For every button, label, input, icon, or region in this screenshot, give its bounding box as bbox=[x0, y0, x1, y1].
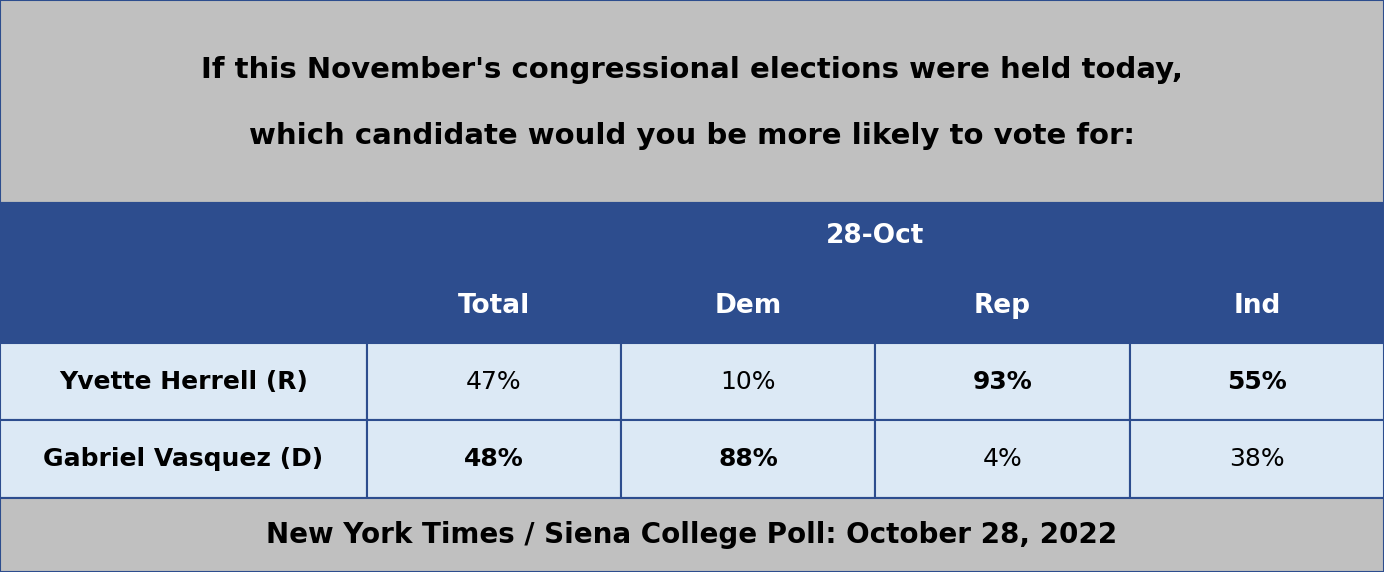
Text: 38%: 38% bbox=[1229, 447, 1284, 471]
Text: If this November's congressional elections were held today,: If this November's congressional electio… bbox=[201, 56, 1183, 84]
Bar bbox=[0, 420, 367, 498]
Bar bbox=[367, 269, 621, 343]
Bar bbox=[0, 203, 367, 269]
Text: Dem: Dem bbox=[714, 293, 782, 319]
Bar bbox=[367, 343, 621, 420]
Text: 10%: 10% bbox=[721, 370, 776, 394]
Bar bbox=[0, 0, 1384, 203]
Bar bbox=[1129, 420, 1384, 498]
Bar bbox=[1129, 343, 1384, 420]
Text: Ind: Ind bbox=[1233, 293, 1280, 319]
Text: 48%: 48% bbox=[464, 447, 523, 471]
Text: Rep: Rep bbox=[974, 293, 1031, 319]
Text: which candidate would you be more likely to vote for:: which candidate would you be more likely… bbox=[249, 122, 1135, 150]
Bar bbox=[876, 343, 1129, 420]
Bar bbox=[876, 269, 1129, 343]
Text: Yvette Herrell (R): Yvette Herrell (R) bbox=[60, 370, 307, 394]
Text: 88%: 88% bbox=[718, 447, 778, 471]
Bar bbox=[367, 420, 621, 498]
Bar bbox=[367, 203, 1384, 269]
Text: 55%: 55% bbox=[1228, 370, 1287, 394]
Text: Total: Total bbox=[458, 293, 530, 319]
Bar bbox=[876, 420, 1129, 498]
Bar bbox=[0, 498, 1384, 572]
Bar bbox=[0, 269, 367, 343]
Bar bbox=[621, 420, 876, 498]
Text: Gabriel Vasquez (D): Gabriel Vasquez (D) bbox=[43, 447, 324, 471]
Text: New York Times / Siena College Poll: October 28, 2022: New York Times / Siena College Poll: Oct… bbox=[267, 521, 1117, 549]
Text: 4%: 4% bbox=[983, 447, 1023, 471]
Text: 93%: 93% bbox=[973, 370, 1032, 394]
Bar bbox=[0, 343, 367, 420]
Bar bbox=[621, 343, 876, 420]
Text: 28-Oct: 28-Oct bbox=[826, 223, 925, 249]
Text: 47%: 47% bbox=[466, 370, 522, 394]
Bar bbox=[1129, 269, 1384, 343]
Bar bbox=[621, 269, 876, 343]
